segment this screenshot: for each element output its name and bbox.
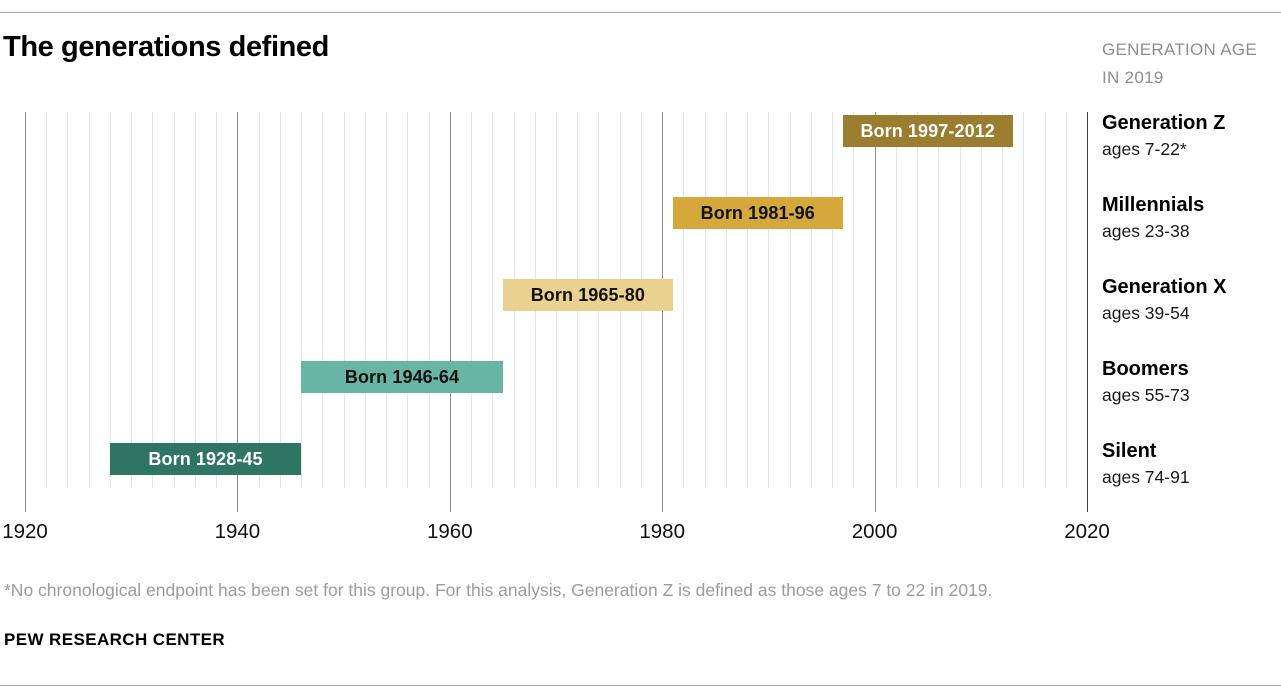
gridline-minor <box>46 112 48 488</box>
gridline-minor <box>492 112 494 488</box>
gridline-minor <box>1023 112 1025 488</box>
gridline-minor <box>258 112 260 488</box>
gridline-year-2020 <box>1087 112 1088 512</box>
gridline-minor <box>1065 112 1067 488</box>
generation-ages: ages 55-73 <box>1102 385 1190 405</box>
gridline-year-1960 <box>449 112 451 512</box>
bar-label-boomers: Born 1946-64 <box>344 366 460 387</box>
gridline-minor <box>789 112 791 488</box>
gridline-minor <box>407 112 409 488</box>
x-axis-label-2000: 2000 <box>851 520 898 543</box>
generation-ages: ages 7-22* <box>1102 139 1187 159</box>
footnote: *No chronological endpoint has been set … <box>4 580 993 600</box>
gridline-minor <box>683 112 685 488</box>
generation-name: Boomers <box>1102 358 1189 380</box>
age-in-2019-note: GENERATION AGE IN 2019 <box>1102 36 1257 92</box>
gridline-year-1920 <box>25 112 26 512</box>
generation-label-boomers: Boomers ages 55-73 <box>1102 357 1278 409</box>
x-axis-label-1920: 1920 <box>2 520 48 543</box>
gridline-year-1980 <box>662 112 664 512</box>
gridline-minor <box>301 112 303 488</box>
bar-label-generation-x: Born 1965-80 <box>530 284 645 305</box>
generation-name: Millennials <box>1102 194 1205 216</box>
x-axis-label-1980: 1980 <box>639 520 685 543</box>
generation-ages: ages 23-38 <box>1102 221 1190 241</box>
age-note-line2: IN 2019 <box>1102 68 1164 87</box>
gridline-minor <box>725 112 727 488</box>
gridline-year-1940 <box>237 112 239 512</box>
gridline-minor <box>194 112 196 488</box>
x-axis-label-1960: 1960 <box>426 520 473 543</box>
gridline-minor <box>810 112 812 488</box>
gridline-minor <box>853 112 855 488</box>
generation-bar-generation-z: Born 1997-2012 <box>842 115 1013 147</box>
generation-label-generation-z: Generation Z ages 7-22* <box>1102 111 1278 163</box>
gridline-minor <box>704 112 706 488</box>
gridline-minor <box>747 112 749 488</box>
generation-label-generation-x: Generation X ages 39-54 <box>1102 275 1278 327</box>
chart-title: The generations defined <box>3 31 329 63</box>
gridline-minor <box>980 112 982 488</box>
x-axis-label-1940: 1940 <box>214 520 261 543</box>
bar-label-millennials: Born 1981-96 <box>700 202 815 223</box>
gridline-minor <box>364 112 366 488</box>
bottom-divider <box>0 685 1281 686</box>
bar-label-generation-z: Born 1997-2012 <box>860 120 995 141</box>
gridline-minor <box>131 112 133 488</box>
gridline-minor <box>152 112 154 488</box>
gridline-minor <box>343 112 345 488</box>
gridline-minor <box>959 112 961 488</box>
gridline-minor <box>67 112 69 488</box>
generation-bar-silent: Born 1928-45 <box>109 443 302 475</box>
source-label: PEW RESEARCH CENTER <box>4 630 226 649</box>
gridline-minor <box>938 112 940 488</box>
gridline-minor <box>279 112 281 488</box>
gridline-minor <box>832 112 834 488</box>
age-note-line1: GENERATION AGE <box>1102 40 1258 59</box>
generation-bar-boomers: Born 1946-64 <box>301 361 503 393</box>
gridline-minor <box>1044 112 1046 488</box>
x-axis-label-2020: 2020 <box>1064 520 1110 543</box>
gridline-minor <box>471 112 473 488</box>
generation-name: Generation Z <box>1102 112 1226 134</box>
gridline-minor <box>88 112 90 488</box>
gridline-year-2000 <box>874 112 876 512</box>
generation-bar-millennials: Born 1981-96 <box>672 197 843 229</box>
generation-label-millennials: Millennials ages 23-38 <box>1102 193 1278 245</box>
generation-name: Silent <box>1102 440 1157 462</box>
bar-label-silent: Born 1928-45 <box>148 448 263 469</box>
gridline-minor <box>895 112 897 488</box>
gridline-minor <box>216 112 218 488</box>
gridline-minor <box>1002 112 1004 488</box>
gridline-minor <box>173 112 175 488</box>
generation-bar-generation-x: Born 1965-80 <box>502 279 673 311</box>
generation-label-silent: Silent ages 74-91 <box>1102 439 1278 491</box>
generation-ages: ages 39-54 <box>1102 303 1190 323</box>
top-divider <box>0 12 1281 13</box>
gridline-minor <box>917 112 919 488</box>
gridline-minor <box>768 112 770 488</box>
generation-ages: ages 74-91 <box>1102 467 1190 487</box>
generation-name: Generation X <box>1102 276 1227 298</box>
gridline-minor <box>109 112 111 488</box>
gridline-minor <box>428 112 430 488</box>
gridline-minor <box>386 112 388 488</box>
gridline-minor <box>322 112 324 488</box>
